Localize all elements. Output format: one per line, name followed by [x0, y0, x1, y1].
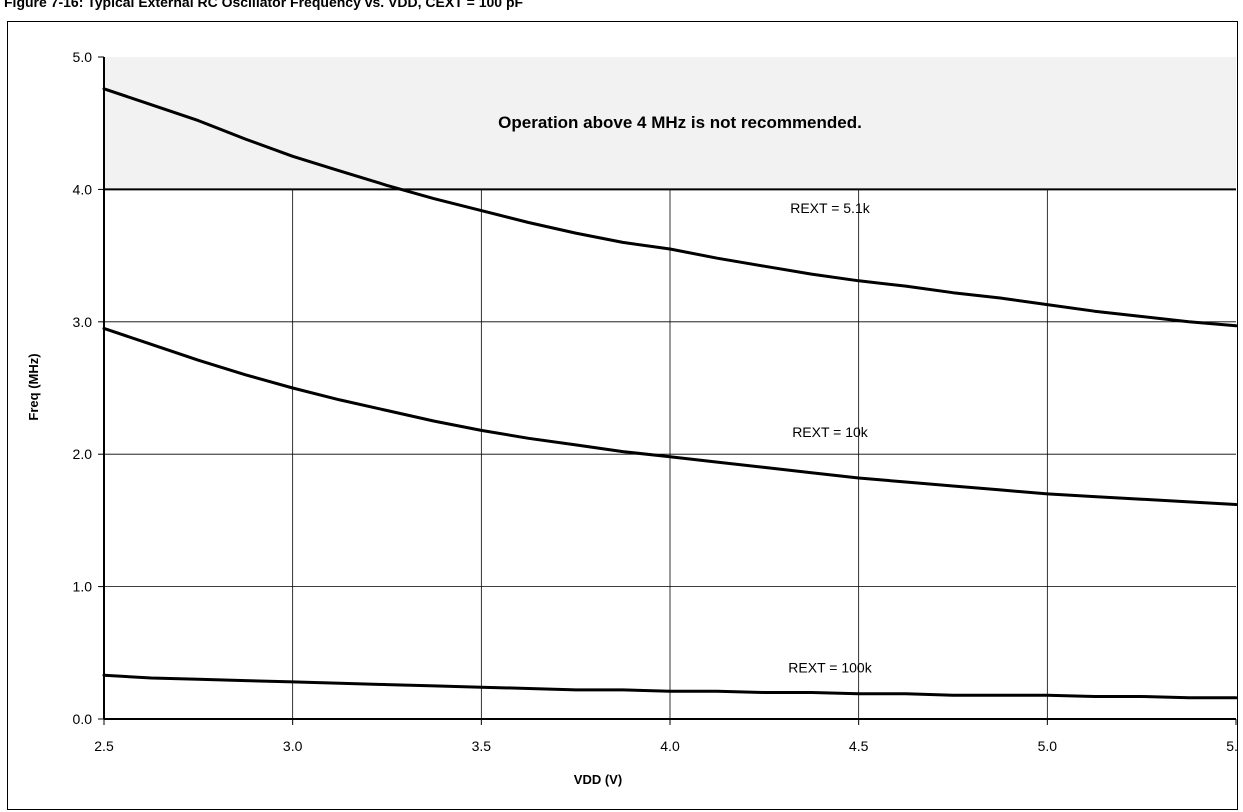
y-tick-label: 2.0 — [73, 446, 93, 462]
x-tick-label: 3.5 — [472, 738, 492, 754]
chart-frame: Operation above 4 MHz is not recommended… — [7, 21, 1238, 810]
y-tick-label: 4.0 — [73, 181, 93, 197]
series-label-1: REXT = 5.1k — [790, 200, 871, 216]
x-tick-label: 2.5 — [94, 738, 114, 754]
not-recommended-region — [104, 57, 1236, 190]
x-tick-label: 4.5 — [849, 738, 869, 754]
x-tick-label: 4.0 — [660, 738, 680, 754]
series-line-3 — [102, 673, 1237, 700]
y-tick-label: 0.0 — [73, 711, 93, 727]
line-chart: Operation above 4 MHz is not recommended… — [26, 49, 1237, 787]
series-label-2: REXT = 10k — [792, 424, 869, 440]
figure-title: Figure 7-16: Typical External RC Oscilla… — [4, 0, 524, 10]
x-tick-label: 3.0 — [283, 738, 303, 754]
series-line-1 — [102, 87, 1237, 328]
y-tick-label: 1.0 — [73, 579, 93, 595]
region-annotation: Operation above 4 MHz is not recommended… — [498, 113, 862, 132]
series-line-2 — [102, 326, 1237, 506]
x-tick-label: 5.0 — [1038, 738, 1058, 754]
x-axis-title: VDD (V) — [574, 772, 622, 787]
y-tick-label: 5.0 — [73, 49, 93, 65]
series-label-3: REXT = 100k — [788, 660, 872, 676]
y-axis-title: Freq (MHz) — [26, 353, 41, 420]
y-tick-label: 3.0 — [73, 314, 93, 330]
x-tick-label: 5.5 — [1226, 738, 1237, 754]
